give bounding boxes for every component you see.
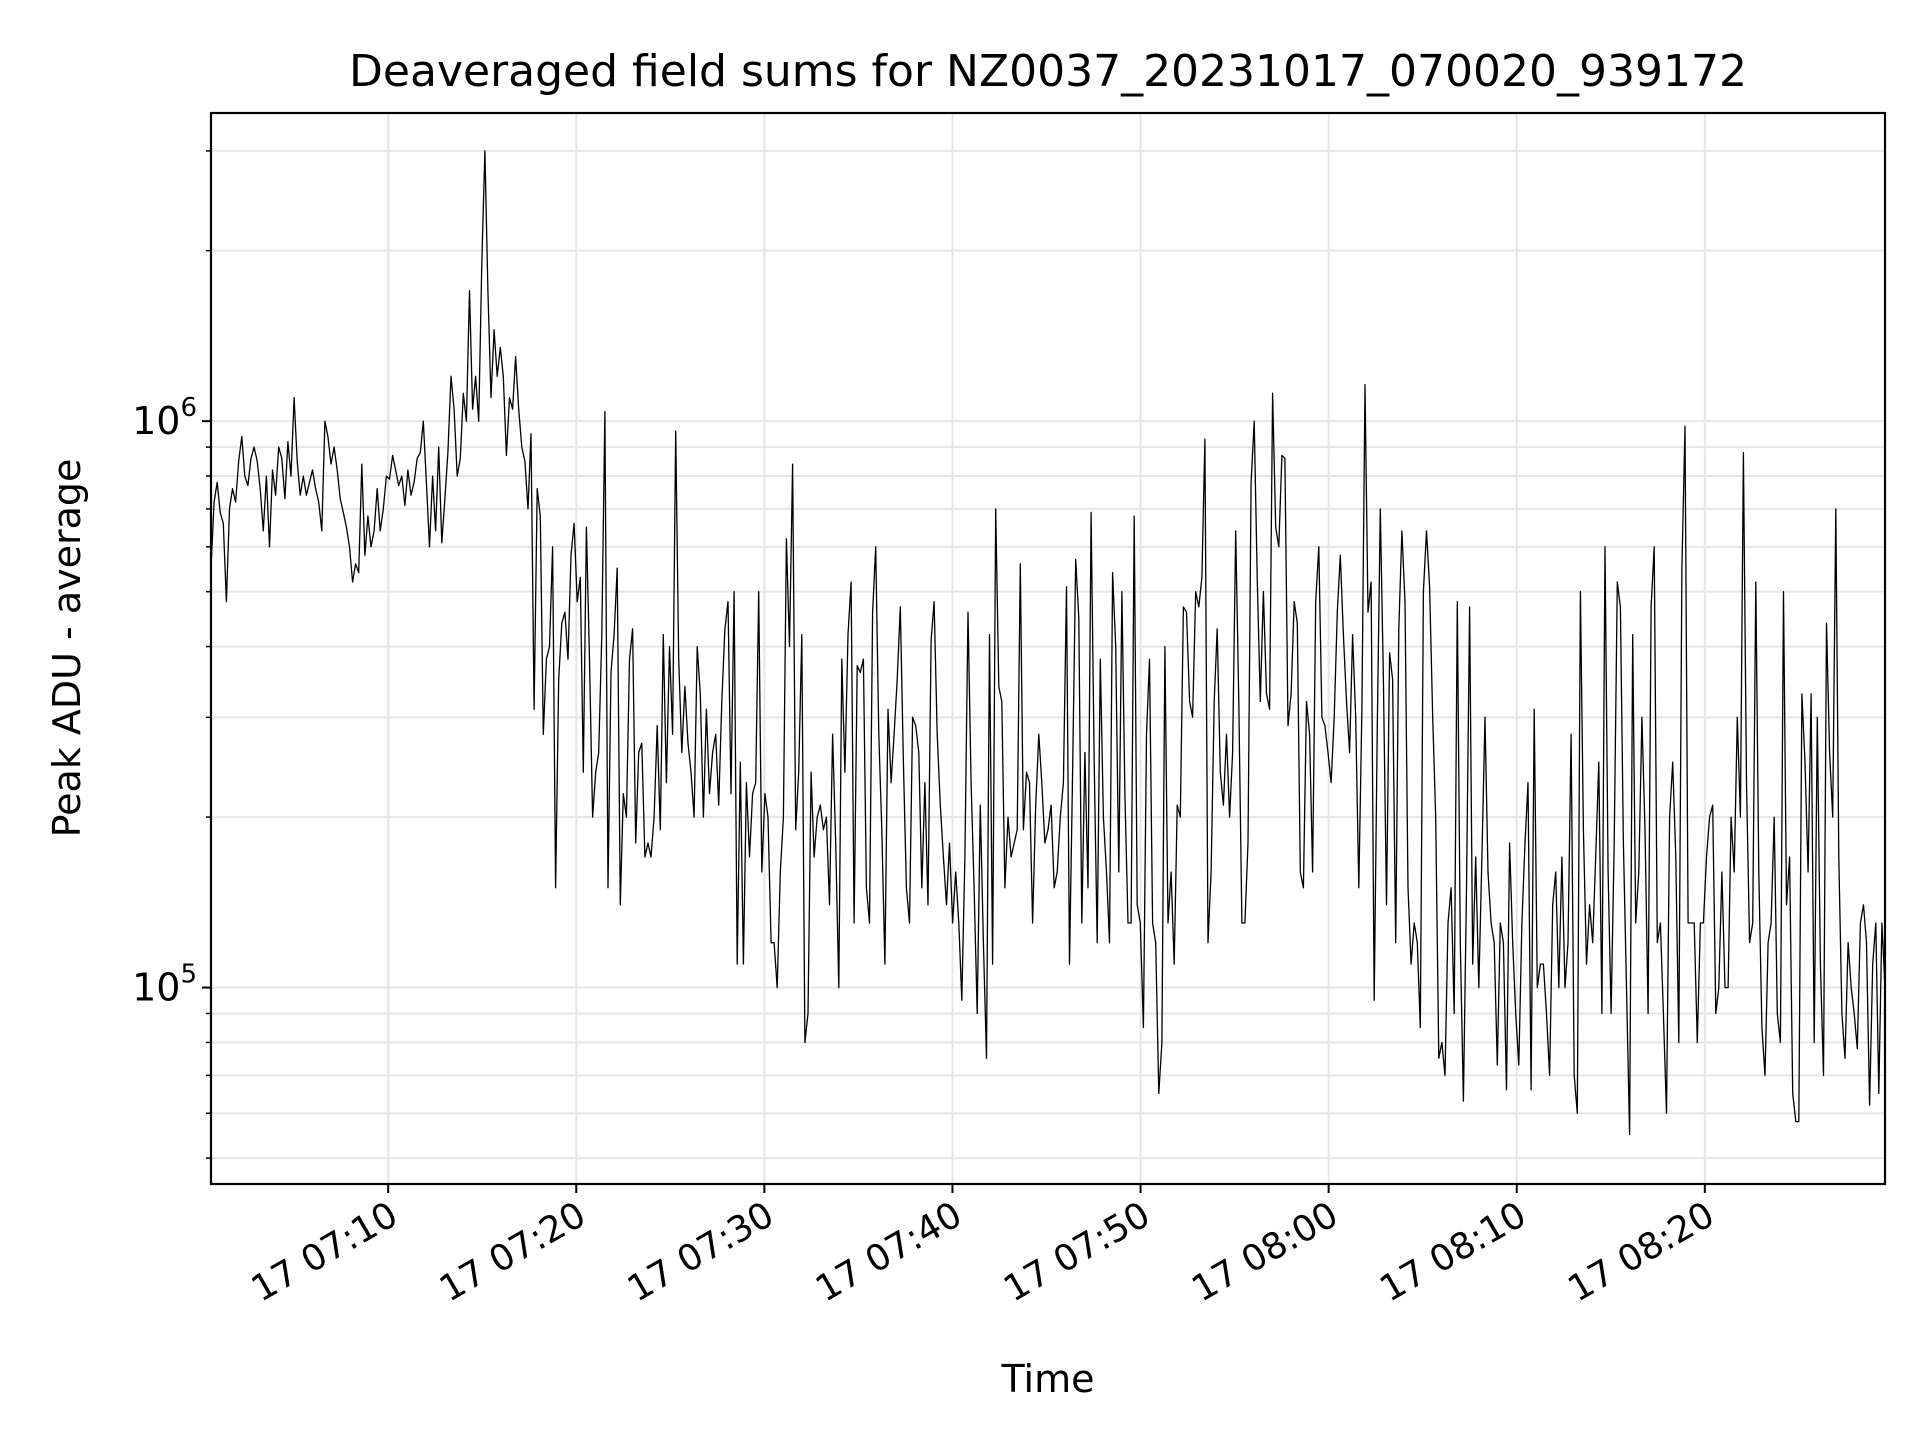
- x-tick-label: 17 08:00: [1185, 1194, 1345, 1310]
- x-tick-label: 17 08:20: [1561, 1194, 1721, 1310]
- x-axis-label: Time: [1001, 1357, 1095, 1401]
- y-axis: 105 106: [132, 150, 211, 1159]
- x-tick-label: 17 07:30: [621, 1194, 781, 1310]
- x-tick-label: 17 07:50: [997, 1194, 1157, 1310]
- grid: [211, 113, 1885, 1184]
- y-axis-label: Peak ADU - average: [45, 459, 89, 838]
- x-tick-label: 17 07:10: [245, 1194, 405, 1310]
- plot-frame: [209, 111, 1887, 1186]
- data-series: [210, 150, 1886, 1136]
- x-axis: 17 07:10 17 07:20 17 07:30 17 07:40 17 07:50…: [245, 1184, 1721, 1310]
- chart-title: Deaveraged field sums for NZ0037_2023101…: [349, 46, 1747, 97]
- x-tick-label: 17 07:20: [433, 1194, 593, 1310]
- x-tick-label: 17 08:10: [1373, 1194, 1533, 1310]
- x-tick-label: 17 07:40: [809, 1194, 969, 1310]
- y-tick-label: 105: [132, 960, 197, 1010]
- series-line: [210, 150, 1886, 1136]
- y-tick-label: 106: [132, 393, 197, 443]
